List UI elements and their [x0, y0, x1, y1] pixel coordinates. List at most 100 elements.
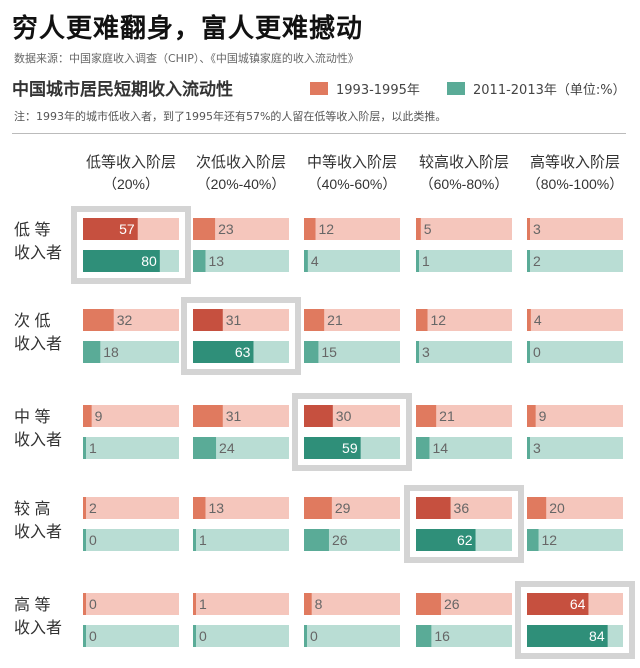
bar-2011 [527, 341, 530, 363]
bar-2011 [193, 625, 196, 647]
bar-2011-track [304, 250, 400, 272]
bar-2011-label: 2 [533, 253, 541, 269]
bar-2011-label: 1 [422, 253, 430, 269]
bar-2011 [83, 529, 86, 551]
bar-2011-label: 63 [235, 344, 251, 360]
column-header-range: （80%-100%） [527, 176, 624, 192]
legend-item-2011: 2011-2013年（单位:%） [447, 79, 626, 98]
bar-1993-label: 31 [226, 408, 242, 424]
bar-1993 [83, 593, 86, 615]
bar-2011-label: 14 [432, 440, 448, 456]
row-label: 高 等 [14, 596, 50, 614]
bar-1993 [304, 309, 325, 331]
bar-2011-track [193, 529, 289, 551]
bar-1993-label: 29 [335, 500, 351, 516]
bar-2011-label: 24 [219, 440, 235, 456]
bar-2011 [193, 529, 196, 551]
bar-2011-label: 26 [332, 532, 348, 548]
row-label-suffix: 收入者 [14, 619, 62, 637]
bar-1993 [83, 405, 92, 427]
bar-1993-label: 32 [117, 312, 133, 328]
highlight-box [181, 297, 301, 375]
bar-1993-label: 64 [570, 596, 586, 612]
bar-2011 [416, 529, 476, 551]
bar-2011-label: 59 [342, 440, 358, 456]
bar-2011-track [83, 437, 179, 459]
bar-2011-label: 0 [89, 532, 97, 548]
bar-1993-label: 20 [549, 500, 565, 516]
bar-2011-track [83, 341, 179, 363]
bar-2011-track [304, 625, 400, 647]
bar-1993 [83, 309, 114, 331]
bar-2011-label: 3 [533, 440, 541, 456]
legend-item-1993: 1993-1995年 [310, 79, 420, 98]
bar-2011-track [83, 625, 179, 647]
bar-1993-track [193, 218, 289, 240]
column-header: 较高收入阶层 [419, 153, 509, 171]
bar-1993-track [83, 497, 179, 519]
legend-label-1993: 1993-1995年 [336, 83, 420, 98]
bar-1993 [527, 405, 536, 427]
column-header-range: （20%） [103, 176, 159, 192]
column-header-range: （40%-60%） [308, 176, 397, 192]
bar-1993 [416, 593, 441, 615]
bar-2011 [83, 341, 101, 363]
row-label: 较 高 [14, 500, 50, 518]
bar-1993-track [193, 593, 289, 615]
bar-2011-label: 1 [199, 532, 207, 548]
bar-1993-label: 57 [119, 221, 135, 237]
bar-1993-label: 21 [439, 408, 455, 424]
bar-2011-track [527, 341, 623, 363]
chart-note: 注：1993年的城市低收入者，到了1995年还有57%的人留在低等收入阶层，以此… [14, 110, 447, 123]
bar-1993-track [193, 497, 289, 519]
bar-1993 [193, 309, 223, 331]
bar-1993-track [304, 218, 400, 240]
bar-2011 [83, 250, 160, 272]
bar-2011 [527, 625, 608, 647]
bar-1993 [416, 218, 421, 240]
page-title: 穷人更难翻身，富人更难撼动 [12, 14, 364, 44]
bar-1993-label: 1 [199, 596, 207, 612]
bar-1993-track [527, 218, 623, 240]
bar-2011-label: 3 [422, 344, 430, 360]
bar-2011-track [416, 341, 512, 363]
bar-2011 [304, 437, 361, 459]
bar-1993-label: 9 [95, 408, 103, 424]
bar-2011 [83, 437, 86, 459]
bar-2011-label: 18 [103, 344, 119, 360]
row-label-suffix: 收入者 [14, 523, 62, 541]
bar-2011-label: 0 [310, 628, 318, 644]
bar-1993 [304, 497, 332, 519]
column-header: 高等收入阶层 [530, 153, 620, 171]
bar-1993-label: 36 [454, 500, 470, 516]
bar-2011 [193, 341, 254, 363]
bar-1993-label: 26 [444, 596, 460, 612]
row-label-suffix: 收入者 [14, 335, 62, 353]
bar-2011-label: 84 [589, 628, 605, 644]
bar-2011-track [193, 437, 289, 459]
bar-2011-track [416, 437, 512, 459]
bar-2011-label: 0 [199, 628, 207, 644]
column-header: 低等收入阶层 [86, 153, 176, 171]
bar-2011 [304, 250, 308, 272]
bar-2011 [83, 625, 86, 647]
bar-1993-label: 5 [424, 221, 432, 237]
highlight-box [515, 581, 635, 659]
highlight-box [292, 393, 412, 471]
bar-2011-track [527, 250, 623, 272]
bar-1993-label: 4 [534, 312, 542, 328]
bar-1993-track [83, 405, 179, 427]
column-header-range: （20%-40%） [197, 176, 286, 192]
column-header-range: （60%-80%） [420, 176, 509, 192]
bar-1993-track [416, 218, 512, 240]
bar-1993 [193, 405, 223, 427]
bar-1993-track [416, 309, 512, 331]
row-label: 中 等 [14, 408, 50, 426]
bar-2011-track [193, 250, 289, 272]
bar-1993 [416, 309, 428, 331]
legend-label-2011: 2011-2013年（单位:%） [473, 83, 626, 98]
bar-2011-label: 13 [208, 253, 224, 269]
bar-1993 [83, 497, 86, 519]
bar-2011-label: 80 [141, 253, 157, 269]
bar-1993-label: 12 [319, 221, 335, 237]
